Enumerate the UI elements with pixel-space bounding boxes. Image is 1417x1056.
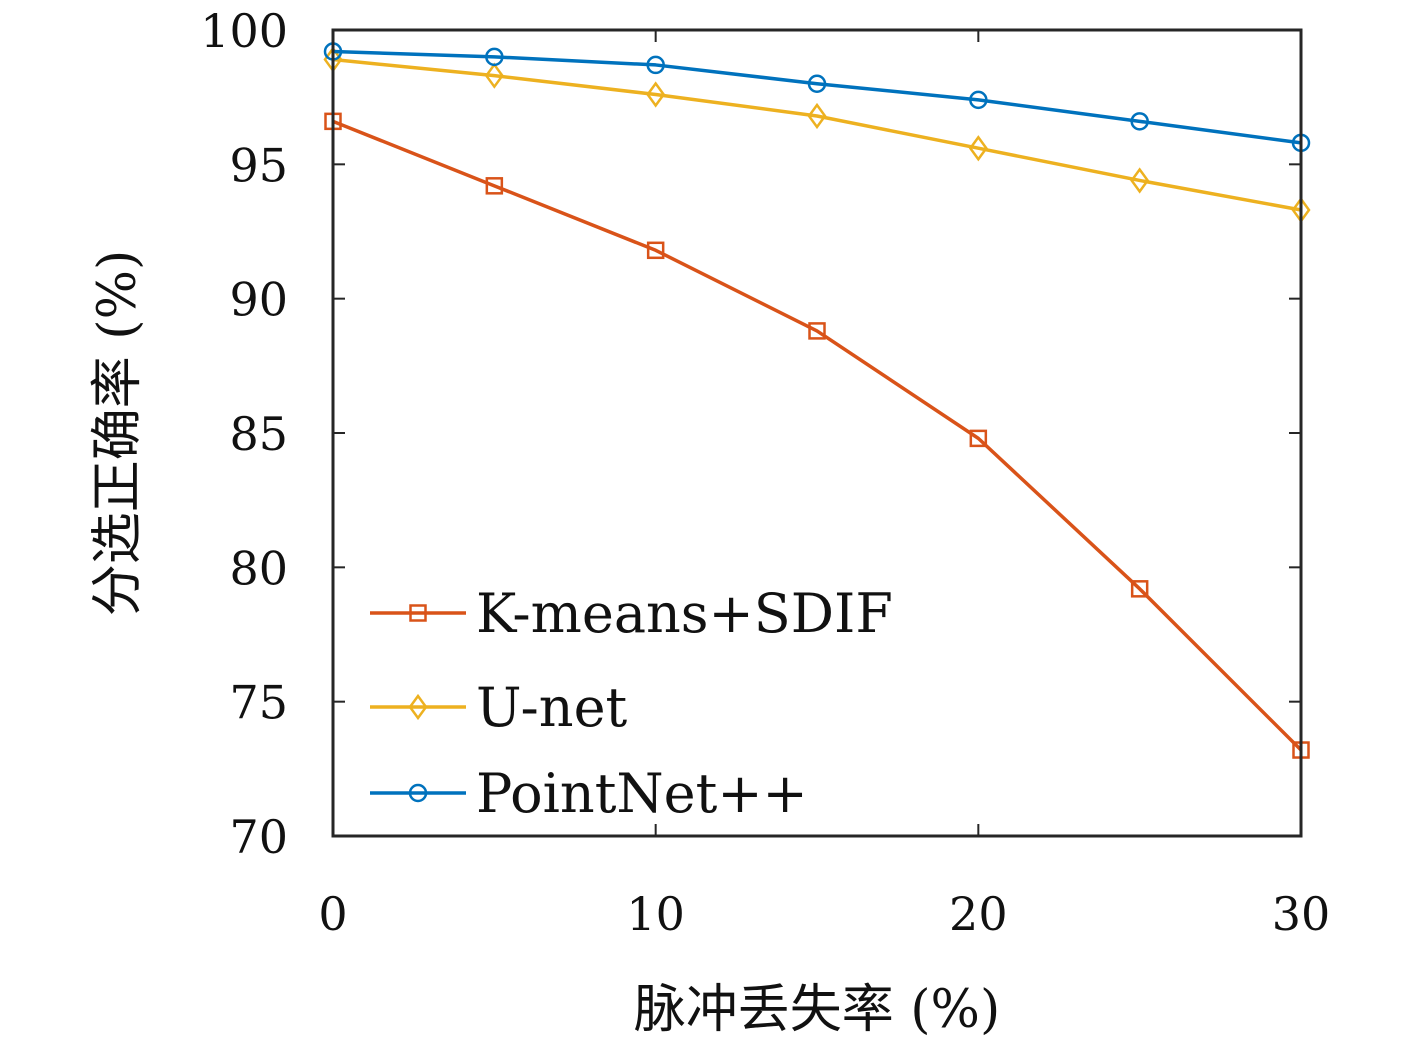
data-point	[1130, 167, 1150, 194]
data-point	[969, 429, 988, 448]
series-line-3	[332, 49, 1302, 145]
data-point	[1130, 112, 1149, 131]
tick-layer: 0 10 20 30 70 75 80 85 90 95 100	[200, 4, 1330, 941]
data-point	[485, 177, 504, 195]
data-point	[1130, 580, 1149, 598]
data-point	[808, 322, 826, 340]
y-tick-label: 90	[229, 273, 288, 327]
y-tick-label: 75	[229, 676, 288, 730]
data-point	[646, 241, 665, 260]
y-tick-label: 100	[200, 4, 288, 58]
data-point	[485, 47, 504, 67]
x-tick-label: 10	[626, 887, 685, 941]
legend-label: U-net	[476, 676, 628, 739]
x-tick-label: 0	[318, 887, 347, 941]
data-point	[968, 135, 988, 162]
legend-marker	[408, 693, 428, 721]
data-point	[484, 62, 504, 89]
legend-marker	[409, 604, 427, 622]
data-point	[969, 90, 988, 110]
y-tick-label: 85	[229, 407, 288, 461]
y-tick-label: 80	[229, 541, 288, 595]
x-tick-label: 20	[949, 887, 1008, 941]
y-tick-label: 95	[229, 138, 288, 192]
series-line-2	[332, 57, 1302, 212]
x-tick-label: 30	[1272, 887, 1331, 941]
data-point	[646, 81, 666, 108]
y-axis-title: 分选正确率 (%)	[88, 250, 148, 617]
series-layer	[323, 42, 1311, 759]
data-point	[807, 102, 827, 130]
legend: K-means+SDIF U-net PointNet++	[370, 582, 893, 825]
legend-label: K-means+SDIF	[476, 582, 893, 645]
series-line-1	[332, 119, 1303, 752]
x-axis-title: 脉冲丢失率 (%)	[634, 980, 1001, 1040]
legend-marker	[408, 783, 428, 803]
data-point	[646, 55, 665, 75]
data-point	[807, 74, 827, 93]
y-tick-label: 70	[229, 810, 288, 864]
legend-label: PointNet++	[476, 762, 808, 825]
